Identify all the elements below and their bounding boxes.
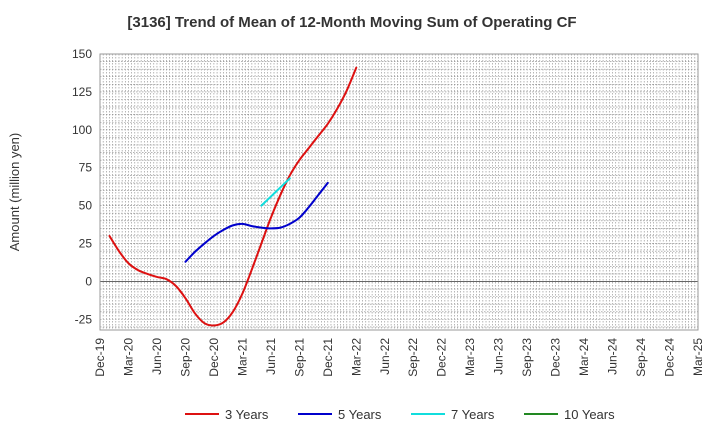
x-tick-label: Sep-22	[406, 338, 420, 377]
x-tick-label: Mar-22	[349, 338, 363, 376]
chart-title: [3136] Trend of Mean of 12-Month Moving …	[127, 14, 576, 31]
y-tick-label: 75	[79, 161, 93, 175]
legend-label-7-years: 7 Years	[451, 407, 495, 422]
legend-label-10-years: 10 Years	[564, 407, 615, 422]
x-tick-label: Mar-24	[577, 338, 591, 376]
x-tick-label: Dec-24	[663, 338, 677, 377]
x-tick-label: Sep-21	[292, 338, 306, 377]
x-tick-labels: Dec-19 Mar-20 Jun-20 Sep-20 Dec-20 Mar-21 Jun-…	[93, 338, 705, 377]
y-tick-label: 50	[79, 199, 93, 213]
series-line-3-years	[108, 66, 358, 327]
y-tick-label: 125	[72, 85, 92, 99]
series-lines	[108, 66, 358, 327]
x-tick-label: Mar-25	[691, 338, 705, 376]
x-tick-label: Sep-24	[634, 338, 648, 377]
x-tick-label: Dec-22	[435, 338, 449, 377]
y-axis-label: Amount (million yen)	[7, 133, 22, 252]
y-tick-label: 100	[72, 123, 92, 137]
legend-label-3-years: 3 Years	[225, 407, 269, 422]
x-tick-label: Jun-21	[264, 338, 278, 375]
y-tick-label: 25	[79, 237, 93, 251]
x-tick-label: Dec-20	[207, 338, 221, 377]
x-tick-label: Mar-20	[121, 338, 135, 376]
x-tick-label: Sep-23	[520, 338, 534, 377]
x-tick-label: Dec-19	[93, 338, 107, 377]
x-tick-label: Jun-23	[492, 338, 506, 375]
x-tick-label: Jun-22	[378, 338, 392, 375]
plot-frame	[99, 53, 699, 331]
x-tick-label: Mar-21	[235, 338, 249, 376]
legend-label-5-years: 5 Years	[338, 407, 382, 422]
x-tick-label: Mar-23	[463, 338, 477, 376]
legend: 3 Years 5 Years 7 Years 10 Years	[185, 407, 615, 422]
series-line-7-years	[260, 177, 291, 207]
x-tick-label: Dec-23	[549, 338, 563, 377]
plot-area	[100, 54, 698, 330]
x-tick-label: Jun-24	[606, 338, 620, 375]
y-tick-label: -25	[75, 312, 93, 326]
grid-lines	[100, 54, 698, 330]
x-tick-label: Dec-21	[321, 338, 335, 377]
y-tick-label: 0	[85, 274, 92, 288]
series-line-5-years	[184, 181, 329, 263]
x-tick-label: Jun-20	[150, 338, 164, 375]
y-tick-labels: 150 125 100 75 50 25 0 -25	[72, 47, 92, 326]
y-tick-label: 150	[72, 47, 92, 61]
x-tick-label: Sep-20	[178, 338, 192, 377]
